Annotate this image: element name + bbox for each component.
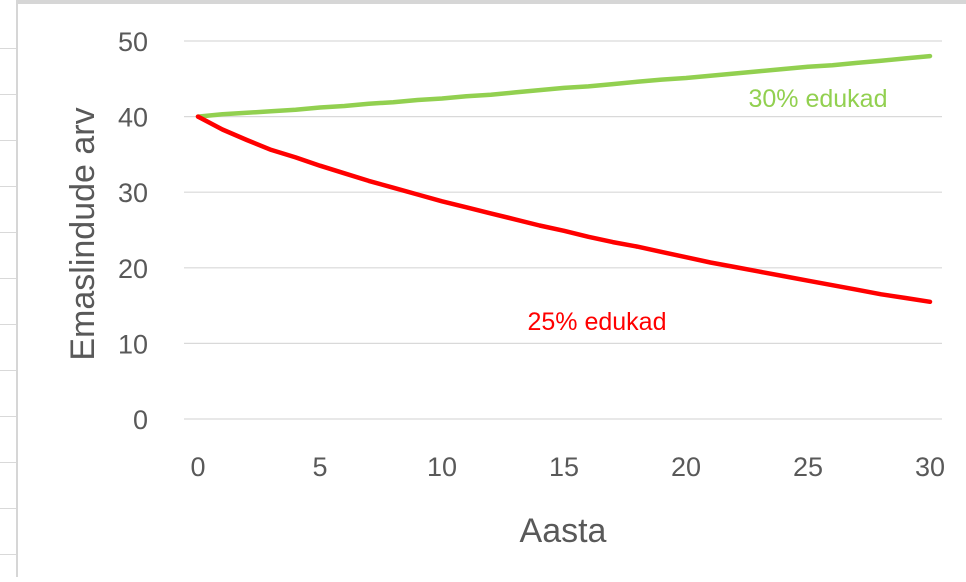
row-divider — [0, 416, 16, 417]
row-divider — [0, 140, 16, 141]
x-tick-label: 10 — [427, 452, 457, 482]
y-tick-label: 20 — [118, 254, 148, 284]
row-divider — [0, 232, 16, 233]
row-divider — [0, 508, 16, 509]
chart-area[interactable]: 0 10 20 30 40 50 0 5 10 15 20 25 30 Emaslindude arv… — [18, 4, 966, 577]
spreadsheet-row-header-strip — [0, 0, 18, 577]
row-divider — [0, 186, 16, 187]
series-label-30-percent: 30% edukad — [748, 85, 887, 113]
series-line-0 — [195, 53, 933, 119]
y-axis-label: Emaslindude arv — [64, 107, 102, 360]
series-lines — [195, 53, 933, 305]
y-axis-ticks: 0 10 20 30 40 50 — [118, 27, 148, 435]
row-divider — [0, 554, 16, 555]
row-divider — [0, 370, 16, 371]
series-label-25-percent: 25% edukad — [527, 308, 666, 336]
x-tick-label: 20 — [671, 452, 701, 482]
row-divider — [0, 94, 16, 95]
x-tick-label: 0 — [190, 452, 205, 482]
x-tick-label: 15 — [549, 452, 579, 482]
x-tick-label: 5 — [312, 452, 327, 482]
row-divider — [0, 324, 16, 325]
y-tick-label: 50 — [118, 27, 148, 57]
x-axis-label: Aasta — [520, 512, 607, 550]
row-divider — [0, 462, 16, 463]
spreadsheet-top-border — [16, 0, 966, 4]
gridlines — [184, 40, 942, 420]
line-chart: 0 10 20 30 40 50 0 5 10 15 20 25 30 Emaslindude arv… — [64, 27, 945, 550]
row-divider — [0, 278, 16, 279]
x-tick-label: 30 — [915, 452, 945, 482]
x-tick-label: 25 — [793, 452, 823, 482]
series-line-1 — [195, 114, 933, 305]
x-axis-ticks: 0 5 10 15 20 25 30 — [190, 452, 945, 482]
y-tick-label: 10 — [118, 329, 148, 359]
y-tick-label: 40 — [118, 103, 148, 133]
y-tick-label: 30 — [118, 178, 148, 208]
y-tick-label: 0 — [133, 405, 148, 435]
row-divider — [0, 48, 16, 49]
